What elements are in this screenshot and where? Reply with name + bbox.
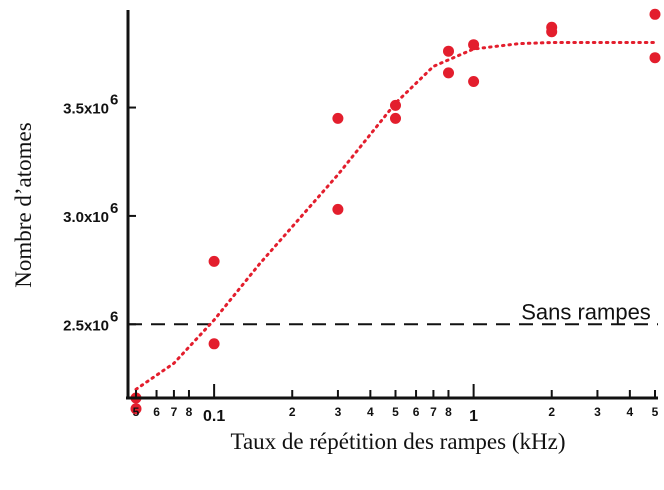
- reference-line-label: Sans rampes: [521, 299, 651, 324]
- x-tick-label: 3: [594, 405, 601, 419]
- data-point: [390, 112, 401, 124]
- y-tick-label: 3.0x10: [63, 209, 109, 226]
- x-tick-label: 5: [652, 405, 659, 419]
- x-tick-label: 4: [367, 405, 374, 419]
- x-axis-title: Taux de répétition des rampes (kHz): [231, 429, 566, 454]
- data-point: [649, 52, 661, 64]
- x-tick-label: 1: [469, 408, 478, 425]
- x-tick-label: 8: [186, 405, 193, 419]
- data-point: [130, 403, 142, 415]
- x-tick-label: 2: [289, 405, 296, 419]
- y-tick-exponent: 6: [110, 200, 118, 217]
- x-tick-label: 7: [171, 405, 178, 419]
- data-point: [208, 255, 220, 267]
- y-tick-label: 3.5x10: [63, 101, 109, 118]
- x-tick-label: 6: [413, 405, 420, 419]
- y-tick-label: 2.5x10: [63, 317, 109, 334]
- y-tick-exponent: 6: [110, 92, 118, 109]
- x-tick-label: 5: [392, 405, 399, 419]
- y-axis-title: Nombre d’atomes: [11, 122, 36, 287]
- data-point: [649, 8, 661, 20]
- x-tick-label: 4: [627, 405, 634, 419]
- x-tick-label: 8: [445, 405, 452, 419]
- data-point: [443, 67, 454, 79]
- x-tick-label: 6: [153, 405, 160, 419]
- axes: [126, 10, 658, 400]
- plot-area: Sans rampes: [128, 8, 661, 415]
- x-tick-label: 3: [335, 405, 342, 419]
- data-point: [443, 45, 454, 57]
- x-tick-label: 0.1: [203, 408, 225, 425]
- x-ticks: 5 6 7 8 0.1 2 3 4 5 6 7 8 1 2 3 4 5: [133, 384, 659, 425]
- data-point: [208, 338, 220, 350]
- data-point: [332, 112, 344, 124]
- y-tick-exponent: 6: [110, 308, 118, 325]
- data-point: [546, 26, 558, 38]
- x-tick-label: 5: [133, 405, 140, 419]
- fit-curve: [134, 41, 657, 391]
- data-point: [332, 203, 344, 215]
- x-tick-label: 2: [548, 405, 555, 419]
- data-point: [468, 76, 480, 87]
- data-point: [390, 99, 401, 111]
- x-tick-label: 7: [430, 405, 437, 419]
- data-point: [468, 39, 480, 51]
